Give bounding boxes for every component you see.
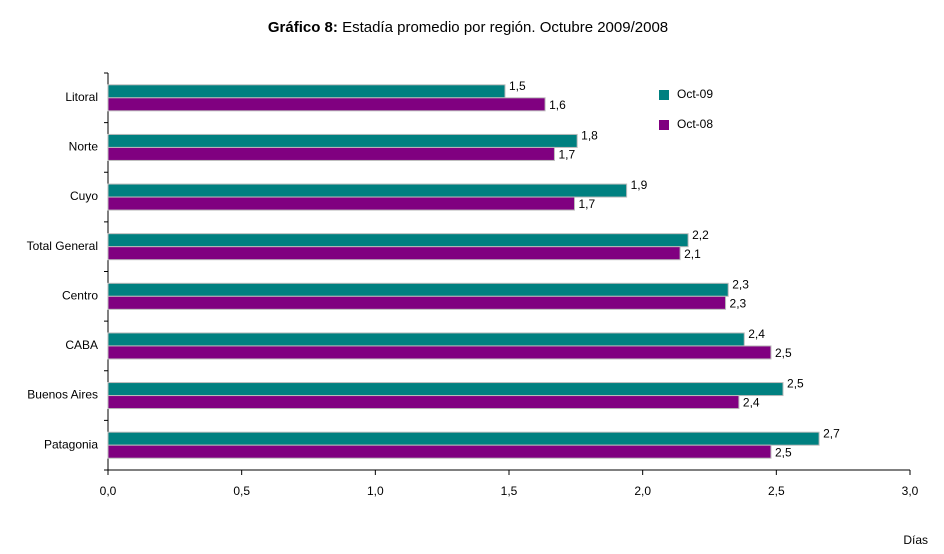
bar (107, 196, 575, 211)
y-tick-label: CABA (65, 338, 98, 352)
chart-title: Gráfico 8: Estadía promedio por región. … (248, 18, 688, 38)
value-label: 2,7 (823, 426, 840, 440)
bar (107, 295, 727, 310)
value-label: 2,5 (775, 445, 792, 459)
bar (107, 431, 820, 446)
y-tick-label: Buenos Aires (27, 388, 98, 402)
bar (107, 246, 681, 261)
bar (107, 183, 628, 198)
value-label: 1,5 (509, 79, 526, 93)
y-tick-label: Total General (27, 239, 98, 253)
value-label: 2,4 (748, 327, 765, 341)
x-tick-label: 1,5 (501, 484, 518, 498)
x-tick-label: 3,0 (902, 484, 919, 498)
bar (107, 395, 740, 410)
bar (107, 97, 546, 112)
title-prefix: Gráfico 8: (267, 19, 338, 36)
value-label: 2,2 (692, 228, 709, 242)
legend-swatch (659, 90, 669, 100)
y-tick-label: Cuyo (70, 189, 98, 203)
bar (107, 233, 689, 248)
bar (107, 332, 745, 347)
value-label: 2,5 (775, 346, 792, 360)
value-label: 1,6 (549, 98, 566, 112)
x-tick-label: 2,0 (634, 484, 651, 498)
bar (107, 84, 506, 99)
legend-label: Oct-09 (677, 87, 713, 101)
bar (107, 133, 578, 148)
title-text: Estadía promedio por región. Octubre 200… (342, 19, 669, 36)
value-label: 1,7 (578, 197, 595, 211)
y-tick-label: Norte (69, 140, 99, 154)
y-tick-label: Patagonia (44, 437, 98, 451)
legend-swatch (659, 120, 669, 130)
x-tick-label: 2,5 (768, 484, 785, 498)
bar (107, 146, 555, 161)
bar (107, 444, 772, 459)
bar (107, 345, 772, 360)
x-tick-label: 0,5 (233, 484, 250, 498)
value-label: 2,1 (684, 247, 701, 261)
value-label: 2,3 (732, 277, 749, 291)
value-label: 2,5 (787, 377, 804, 391)
value-label: 1,8 (581, 129, 598, 143)
x-tick-label: 0,0 (100, 484, 117, 498)
value-label: 2,4 (743, 396, 760, 410)
x-axis-label: Días (903, 533, 928, 547)
value-label: 1,7 (558, 148, 575, 162)
y-tick-label: Litoral (65, 90, 98, 104)
bar (107, 382, 784, 397)
x-tick-label: 1,0 (367, 484, 384, 498)
value-label: 1,9 (631, 178, 648, 192)
bar (107, 282, 729, 297)
value-label: 2,3 (730, 296, 747, 310)
legend-label: Oct-08 (677, 117, 713, 131)
y-tick-label: Centro (62, 288, 98, 302)
